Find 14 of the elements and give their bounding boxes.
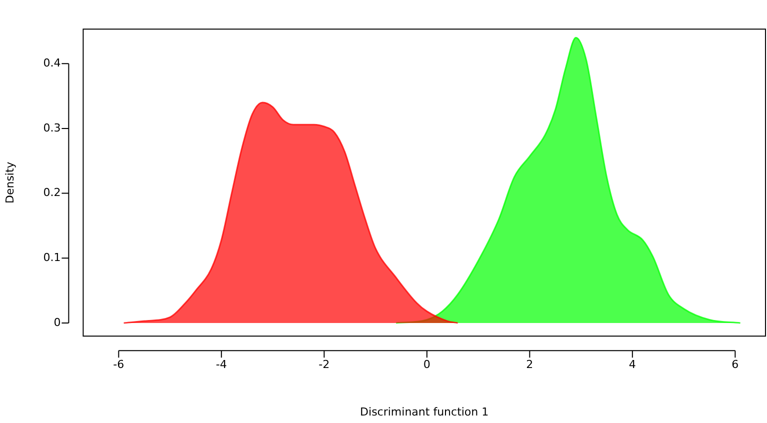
x-axis-title: Discriminant function 1: [360, 405, 489, 418]
x-tick-label: -2: [318, 358, 330, 372]
x-tick-label: 2: [526, 358, 534, 372]
y-tick-label: 0.2: [43, 186, 61, 200]
y-axis-title: Density: [3, 161, 16, 204]
x-tick-label: 0: [423, 358, 430, 372]
y-tick-label: 0: [54, 316, 61, 329]
y-tick-label: 0.3: [43, 121, 61, 134]
x-tick-label: 6: [732, 358, 739, 372]
x-tick-label: 4: [628, 358, 636, 372]
x-tick-label: -6: [113, 358, 124, 372]
x-tick-label: -4: [216, 358, 227, 372]
y-tick-label: 0.4: [43, 56, 61, 70]
y-tick-label: 0.1: [43, 251, 61, 264]
